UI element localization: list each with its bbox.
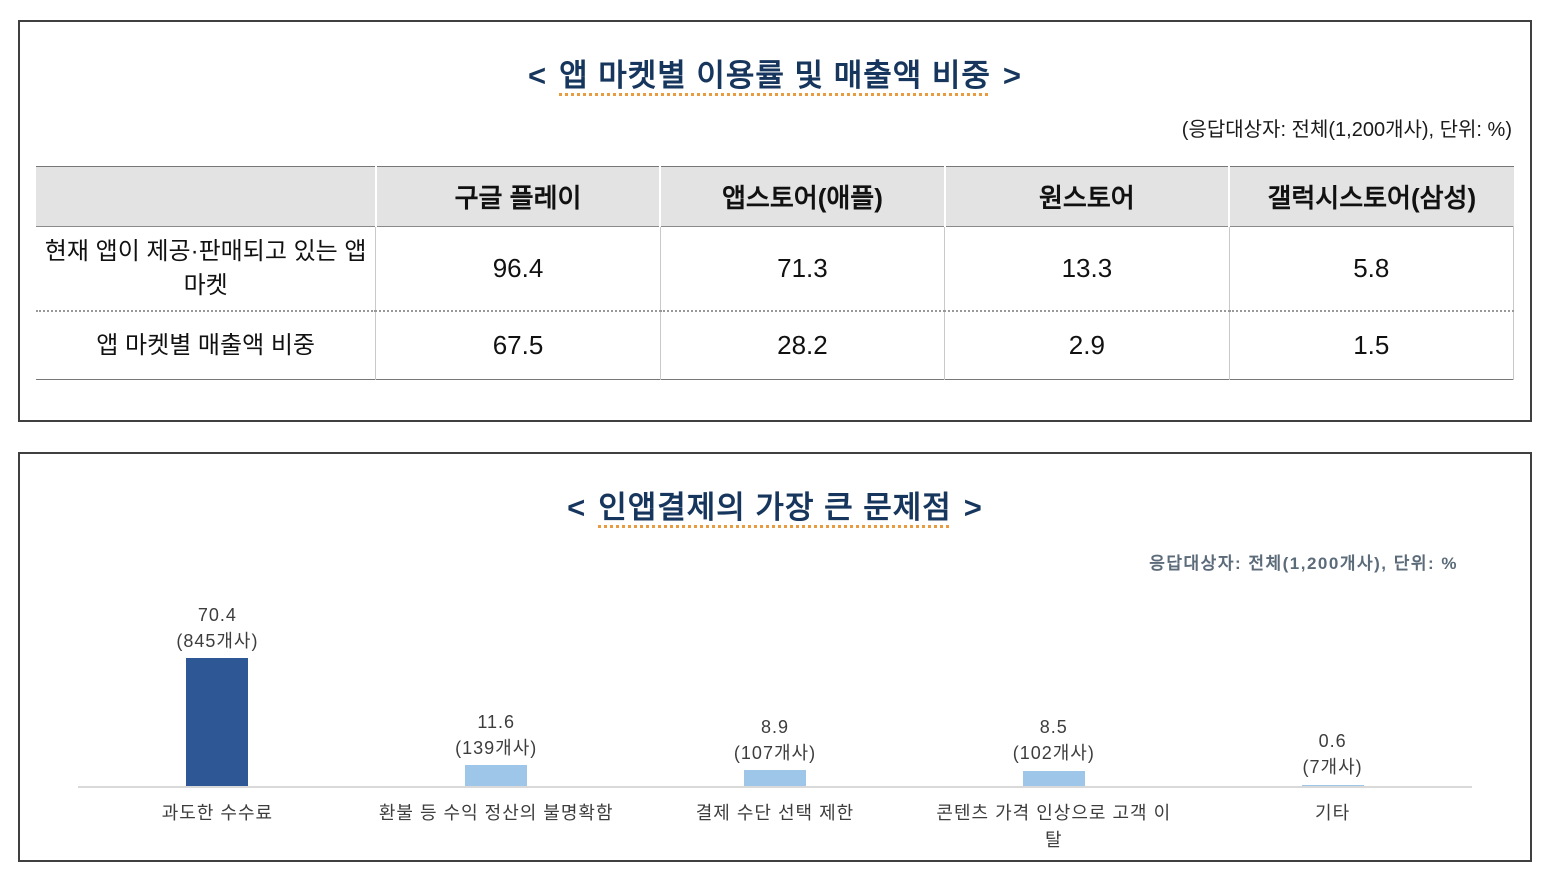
table-row: 앱 마켓별 매출액 비중 67.5 28.2 2.9 1.5 <box>36 311 1515 380</box>
table-panel-title: < 앱 마켓별 이용률 및 매출액 비중 > <box>20 50 1530 95</box>
table-title-close-bracket: > <box>1002 58 1023 93</box>
bar-value-label: 11.6 (139개사) <box>455 709 537 761</box>
bar-category-label: 기타 <box>1193 800 1472 854</box>
bar-chart: 70.4 (845개사) 11.6 (139개사) 8.9 (107개사) 8.5 (102개… <box>78 588 1472 854</box>
market-table: 구글 플레이 앱스토어(애플) 원스토어 갤럭시스토어(삼성) 현재 앱이 제공·판매… <box>36 166 1515 381</box>
table-value-cell: 13.3 <box>944 226 1230 312</box>
app-market-table-panel: < 앱 마켓별 이용률 및 매출액 비중 > (응답대상자: 전체(1,200개사)… <box>18 20 1532 422</box>
bar-value-label: 8.9 (107개사) <box>734 714 816 766</box>
bar-value: 11.6 <box>477 711 516 732</box>
bar-count: (139개사) <box>455 737 538 758</box>
bar-column: 0.6 (7개사) <box>1193 588 1472 786</box>
bar <box>465 764 528 786</box>
bar <box>186 658 249 786</box>
table-column-header: 갤럭시스토어(삼성) <box>1228 166 1514 227</box>
bar-column: 70.4 (845개사) <box>78 588 357 786</box>
bar-category-label: 과도한 수수료 <box>78 800 357 854</box>
bar-value: 70.4 <box>197 604 237 625</box>
bar-category-text: 기타 <box>1315 803 1351 823</box>
bar-chart-categories: 과도한 수수료 환불 등 수익 정산의 불명확함 결제 수단 선택 제한 콘텐츠 가격… <box>78 800 1472 854</box>
bar-value-label: 8.5 (102개사) <box>1013 714 1095 766</box>
market-table-head: 구글 플레이 앱스토어(애플) 원스토어 갤럭시스토어(삼성) <box>36 166 1514 227</box>
bar <box>743 769 806 786</box>
bar-category-text: 과도한 수수료 <box>161 803 274 823</box>
chart-panel-note: 응답대상자: 전체(1,200개사), 단위: % <box>1149 554 1458 573</box>
table-title-open-bracket: < <box>527 58 548 93</box>
table-row-label: 현재 앱이 제공·판매되고 있는 앱 마켓 <box>44 238 367 299</box>
chart-title-open-bracket: < <box>567 490 587 525</box>
bar-value: 8.5 <box>1039 717 1068 738</box>
bar-column: 8.9 (107개사) <box>636 588 915 786</box>
chart-panel-title: < 인앱결제의 가장 큰 문제점 > <box>20 482 1530 527</box>
bar-column: 11.6 (139개사) <box>357 588 636 786</box>
market-table-body: 현재 앱이 제공·판매되고 있는 앱 마켓 96.4 71.3 13.3 5.8 앱 마켓… <box>36 226 1515 380</box>
table-value-cell: 71.3 <box>659 226 945 312</box>
inapp-payment-chart-panel: < 인앱결제의 가장 큰 문제점 > 응답대상자: 전체(1,200개사), 단위:… <box>18 452 1532 862</box>
bar-value-label: 0.6 (7개사) <box>1303 728 1363 780</box>
table-panel-note: (응답대상자: 전체(1,200개사), 단위: %) <box>1181 119 1512 141</box>
table-value-cell: 67.5 <box>375 311 661 380</box>
table-row-label: 앱 마켓별 매출액 비중 <box>96 331 316 359</box>
table-value-cell: 96.4 <box>375 226 661 312</box>
table-value-cell: 28.2 <box>659 311 945 380</box>
table-corner-cell <box>36 166 376 227</box>
table-value-cell: 1.5 <box>1228 311 1515 380</box>
bar-category-text: 환불 등 수익 정산의 불명확함 <box>378 803 614 823</box>
table-value-cell: 2.9 <box>944 311 1230 380</box>
bar-value-label: 70.4 (845개사) <box>176 602 258 654</box>
bar-category-label: 결제 수단 선택 제한 <box>636 800 915 854</box>
bar-count: (102개사) <box>1012 743 1095 764</box>
bar-count: (107개사) <box>733 742 817 763</box>
bar-count: (7개사) <box>1302 757 1363 778</box>
table-title-text: 앱 마켓별 이용률 및 매출액 비중 <box>559 58 991 93</box>
bar <box>1301 784 1364 786</box>
bar-category-text: 결제 수단 선택 제한 <box>695 803 855 823</box>
chart-title-close-bracket: > <box>963 490 983 525</box>
table-column-header: 구글 플레이 <box>374 166 661 227</box>
bar <box>1022 770 1085 786</box>
bar-column: 8.5 (102개사) <box>914 588 1193 786</box>
table-column-header: 원스토어 <box>943 166 1230 227</box>
bar-value: 8.9 <box>760 716 789 737</box>
bar-chart-bars: 70.4 (845개사) 11.6 (139개사) 8.9 (107개사) 8.5 (102개… <box>78 588 1472 788</box>
table-row: 현재 앱이 제공·판매되고 있는 앱 마켓 96.4 71.3 13.3 5.8 <box>36 226 1515 312</box>
bar-category-text: 콘텐츠 가격 인상으로 고객 이탈 <box>936 803 1172 850</box>
bar-count: (845개사) <box>176 630 259 651</box>
bar-category-label: 환불 등 수익 정산의 불명확함 <box>357 800 636 854</box>
bar-category-label: 콘텐츠 가격 인상으로 고객 이탈 <box>914 800 1193 854</box>
market-table-header-row: 구글 플레이 앱스토어(애플) 원스토어 갤럭시스토어(삼성) <box>36 166 1514 227</box>
table-column-header: 앱스토어(애플) <box>659 166 945 227</box>
table-value-cell: 5.8 <box>1228 226 1515 312</box>
bar-value: 0.6 <box>1318 731 1347 752</box>
chart-title-text: 인앱결제의 가장 큰 문제점 <box>598 490 952 525</box>
